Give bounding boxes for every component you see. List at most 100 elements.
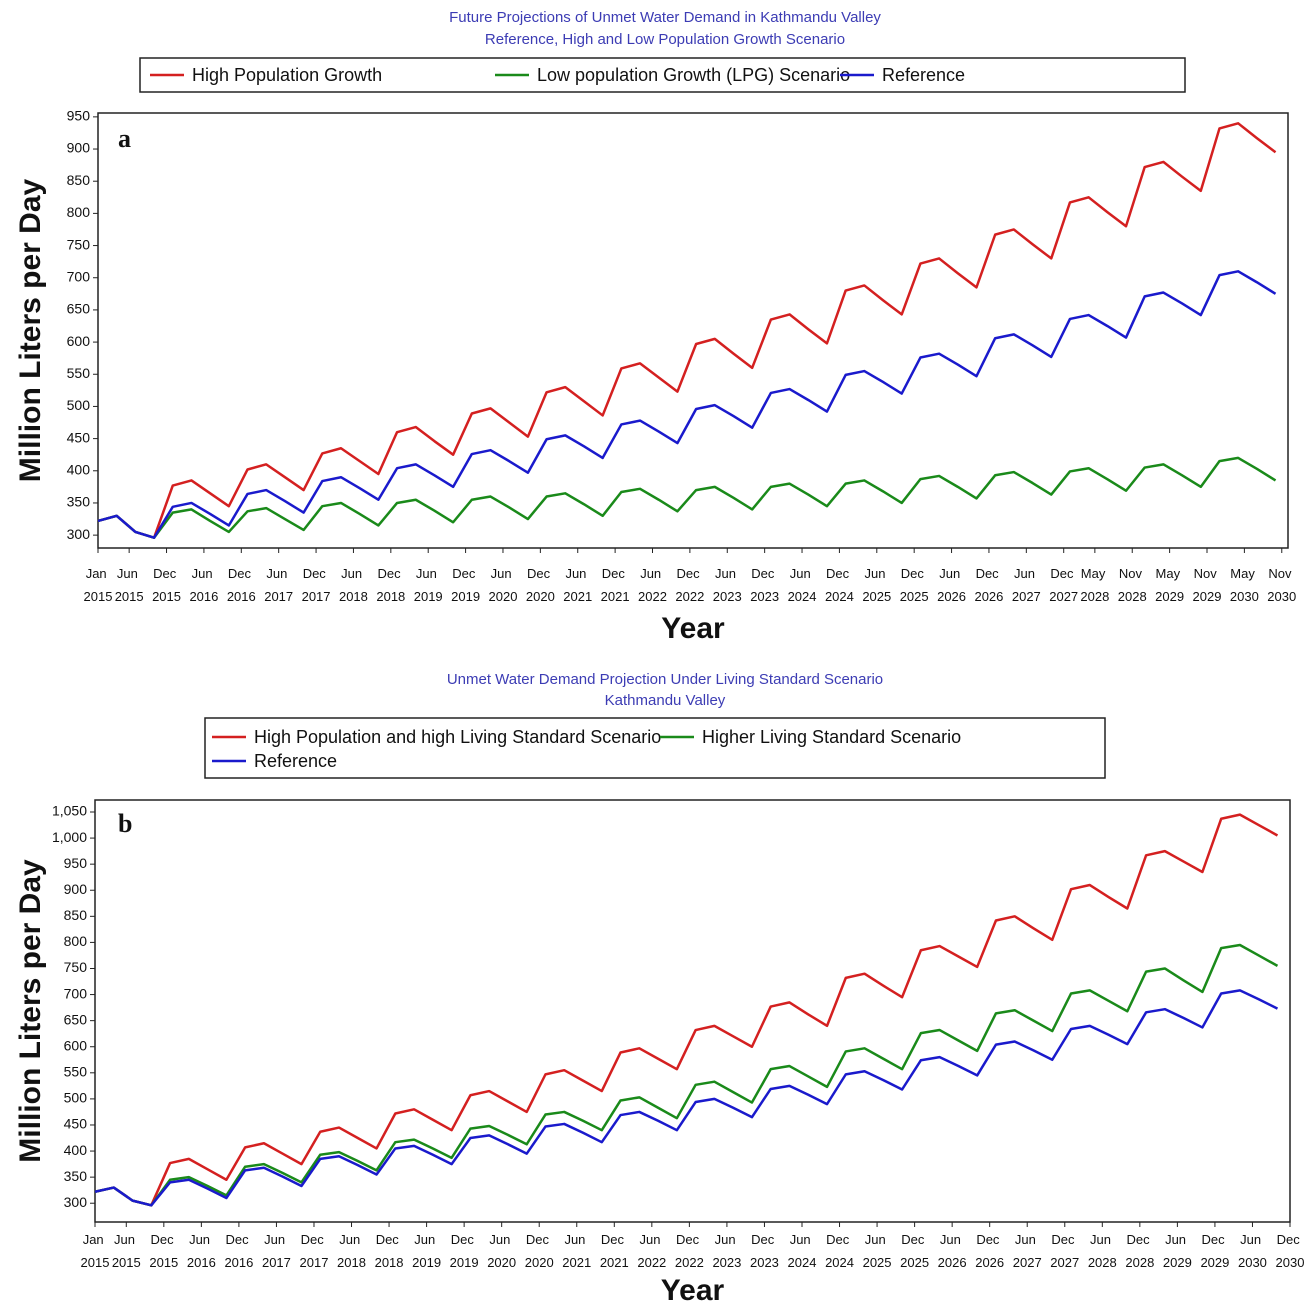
x-tick-label: Dec 2019 xyxy=(450,1232,479,1270)
y-tick-label: 550 xyxy=(64,1064,88,1080)
y-tick-label: 850 xyxy=(67,172,91,188)
x-tick-label-line: 2030 xyxy=(1238,1255,1267,1270)
x-tick-label-line: Dec xyxy=(677,566,704,581)
y-tick-label: 300 xyxy=(64,1194,88,1210)
x-tick-label-line: 2029 xyxy=(1155,589,1184,604)
x-tick-label-line: 2021 xyxy=(600,1255,629,1270)
x-tick-label-line: 2015 xyxy=(81,1255,110,1270)
y-tick-label: 300 xyxy=(67,526,91,542)
x-tick-label-line: 2016 xyxy=(224,1255,253,1270)
x-tick-label-line: 2030 xyxy=(1267,589,1296,604)
x-tick-label: Dec 2025 xyxy=(900,1232,929,1270)
x-tick-label-line: Jun xyxy=(790,1232,815,1247)
x-tick-label-line: 2022 xyxy=(637,1255,666,1270)
x-tick-label-line: 2016 xyxy=(189,589,218,604)
x-tick-label-line: Jun xyxy=(715,1232,740,1247)
y-tick-label: 900 xyxy=(67,140,91,156)
x-tick-label: Jan 2015 xyxy=(84,566,113,604)
x-tick-label-line: Dec xyxy=(1202,1232,1229,1247)
x-tick-label: Jun 2018 xyxy=(337,1232,366,1270)
panel-label: a xyxy=(118,124,131,153)
x-tick-label-line: Dec xyxy=(601,1232,628,1247)
y-tick-label: 800 xyxy=(64,933,88,949)
x-tick-label: Jun 2028 xyxy=(1088,1232,1117,1270)
x-tick-label-line: Jun xyxy=(489,1232,514,1247)
x-tick-label-line: Jun xyxy=(1090,1232,1115,1247)
x-tick-label: Dec 2026 xyxy=(974,566,1003,604)
x-tick-label-line: 2022 xyxy=(638,589,667,604)
x-tick-label-line: Jun xyxy=(339,1232,364,1247)
series-line xyxy=(97,122,1277,539)
x-tick-label-line: Jun xyxy=(565,566,590,581)
y-tick-label: 750 xyxy=(64,959,88,975)
y-tick-label: 400 xyxy=(64,1142,88,1158)
y-tick-label: 450 xyxy=(64,1116,88,1132)
x-tick-label-line: 2021 xyxy=(601,589,630,604)
x-tick-label: Jun 2016 xyxy=(189,566,218,604)
x-tick-label-line: 2024 xyxy=(788,1255,817,1270)
x-tick-label: May 2030 xyxy=(1230,566,1259,604)
x-tick-label: Dec 2020 xyxy=(525,1232,554,1270)
y-tick-label: 600 xyxy=(64,1037,88,1053)
y-tick-label: 500 xyxy=(64,1090,88,1106)
x-tick-label: Dec 2027 xyxy=(1049,566,1078,604)
x-tick-label: Jun 2025 xyxy=(862,566,891,604)
x-tick-label-line: 2026 xyxy=(937,589,966,604)
x-tick-label-line: 2015 xyxy=(115,589,144,604)
x-tick-label-line: Jun xyxy=(865,1232,890,1247)
legend-label: Reference xyxy=(882,65,965,85)
x-tick-label: Jun 2015 xyxy=(115,566,144,604)
legend-box xyxy=(204,717,1106,779)
x-tick-label-line: Jun xyxy=(414,1232,439,1247)
x-tick-label-line: Jun xyxy=(865,566,890,581)
plot-area xyxy=(97,112,1289,549)
x-tick-label: May 2028 xyxy=(1080,566,1109,604)
y-tick-label: 1,050 xyxy=(52,803,87,819)
x-tick-label-line: Jun xyxy=(266,566,291,581)
x-tick-label-line: May xyxy=(1081,566,1109,581)
x-tick-label: Dec 2022 xyxy=(675,1232,704,1270)
y-tick-label: 700 xyxy=(67,268,91,284)
legend-label: Low population Growth (LPG) Scenario xyxy=(537,65,850,85)
x-tick-label: Jun 2026 xyxy=(937,566,966,604)
x-tick-label-line: 2028 xyxy=(1118,589,1147,604)
y-tick-label: 350 xyxy=(67,494,91,510)
x-tick-label: Jun 2026 xyxy=(938,1232,967,1270)
x-tick-label-line: Jun xyxy=(416,566,441,581)
x-tick-label-line: Dec xyxy=(303,566,330,581)
x-tick-label-line: Dec xyxy=(901,1232,928,1247)
x-tick-label: Dec 2028 xyxy=(1125,1232,1154,1270)
x-tick-label-line: 2020 xyxy=(487,1255,516,1270)
x-tick-label-line: 2029 xyxy=(1200,1255,1229,1270)
x-tick-label-line: Dec xyxy=(451,1232,478,1247)
x-tick-label-line: Dec xyxy=(826,566,853,581)
x-tick-label: Dec 2016 xyxy=(227,566,256,604)
x-tick-label-line: 2020 xyxy=(525,1255,554,1270)
x-tick-label-line: Jun xyxy=(640,566,665,581)
x-tick-label: Dec 2023 xyxy=(750,1232,779,1270)
x-tick-label-line: Jun xyxy=(491,566,516,581)
x-tick-label-line: Dec xyxy=(376,1232,403,1247)
x-tick-label: Dec 2020 xyxy=(526,566,555,604)
x-tick-label: Jun 2024 xyxy=(788,566,817,604)
x-tick-label-line: 2027 xyxy=(1012,589,1041,604)
x-tick-label: Dec 2019 xyxy=(451,566,480,604)
y-tick-label: 750 xyxy=(67,236,91,252)
x-tick-label-line: Jun xyxy=(564,1232,589,1247)
x-tick-label-line: 2018 xyxy=(339,589,368,604)
x-tick-label-line: 2027 xyxy=(1049,589,1078,604)
x-tick-label-line: Dec xyxy=(826,1232,853,1247)
x-tick-label-line: 2027 xyxy=(1013,1255,1042,1270)
x-tick-label: Jun 2029 xyxy=(1163,1232,1192,1270)
y-tick-label: 850 xyxy=(64,907,88,923)
x-tick-label-line: 2028 xyxy=(1088,1255,1117,1270)
x-tick-label-line: Jun xyxy=(715,566,740,581)
x-tick-label-line: Dec xyxy=(228,566,255,581)
x-tick-label-line: Nov xyxy=(1119,566,1146,581)
x-tick-label-line: Jan xyxy=(86,566,111,581)
x-tick-label-line: 2024 xyxy=(788,589,817,604)
x-tick-label-line: 2015 xyxy=(152,589,181,604)
x-tick-label-line: 2018 xyxy=(375,1255,404,1270)
series-line xyxy=(97,270,1277,539)
